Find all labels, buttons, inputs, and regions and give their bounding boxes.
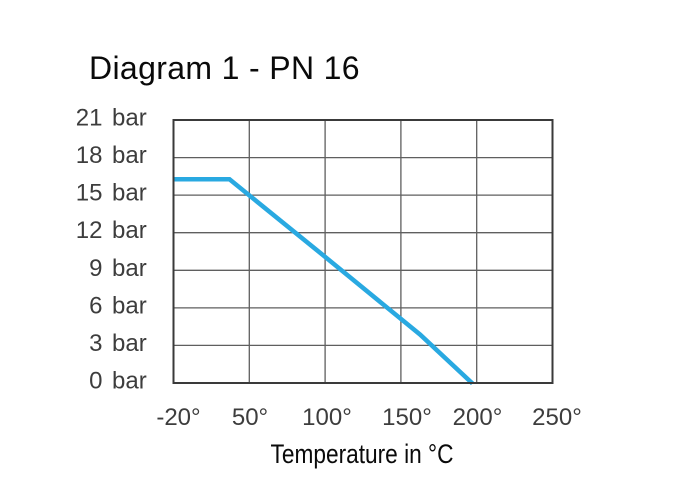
svg-text:bar: bar bbox=[112, 217, 147, 244]
svg-text:Temperature in °C: Temperature in °C bbox=[271, 439, 454, 469]
svg-text:bar: bar bbox=[112, 255, 147, 282]
svg-text:bar: bar bbox=[112, 142, 147, 169]
svg-text:-20°: -20° bbox=[156, 404, 200, 431]
svg-text:0: 0 bbox=[89, 368, 102, 395]
svg-text:150°: 150° bbox=[382, 404, 432, 431]
svg-text:18: 18 bbox=[76, 142, 103, 169]
svg-text:250°: 250° bbox=[532, 404, 582, 431]
svg-text:3: 3 bbox=[89, 330, 102, 357]
svg-text:50°: 50° bbox=[232, 404, 268, 431]
svg-text:15: 15 bbox=[76, 180, 103, 207]
svg-text:6: 6 bbox=[89, 292, 102, 319]
svg-text:bar: bar bbox=[112, 368, 147, 395]
svg-text:bar: bar bbox=[112, 292, 147, 319]
svg-text:9: 9 bbox=[89, 255, 102, 282]
svg-text:bar: bar bbox=[112, 180, 147, 207]
svg-text:200°: 200° bbox=[453, 404, 503, 431]
svg-text:12: 12 bbox=[76, 217, 103, 244]
svg-text:bar: bar bbox=[112, 105, 147, 132]
svg-text:100°: 100° bbox=[302, 404, 352, 431]
svg-text:21: 21 bbox=[76, 105, 103, 132]
svg-text:Diagram 1 - PN 16: Diagram 1 - PN 16 bbox=[89, 50, 360, 86]
svg-text:bar: bar bbox=[112, 330, 147, 357]
